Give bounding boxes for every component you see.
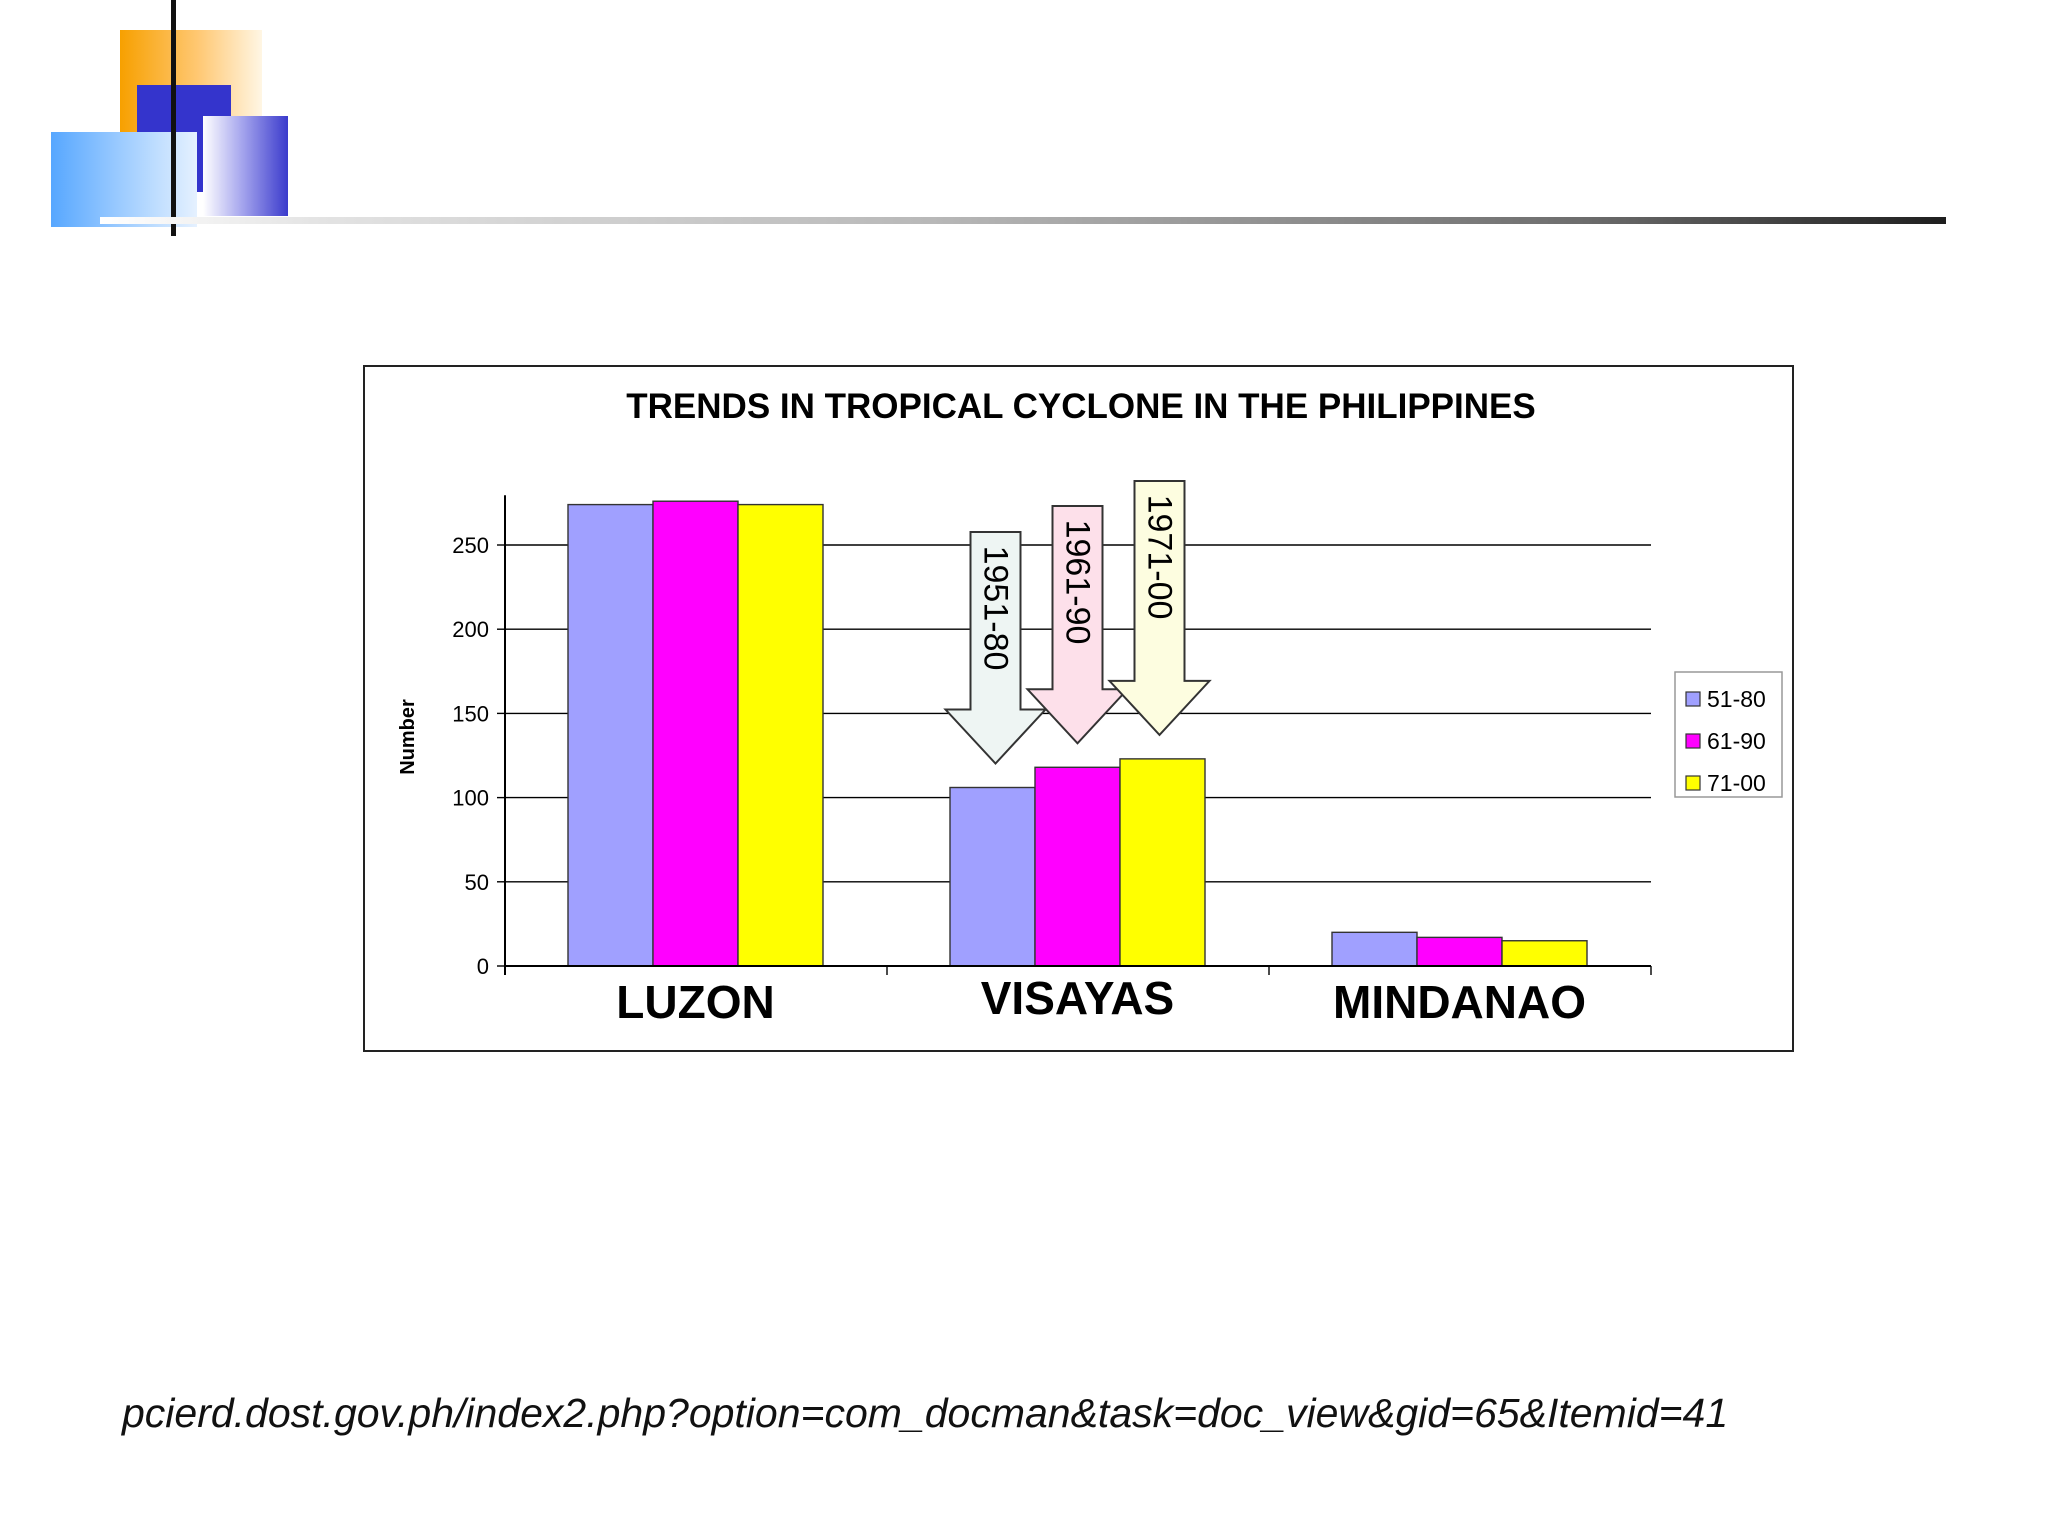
gradient-blue-square (203, 116, 288, 216)
bar (737, 503, 824, 967)
bar-chart: TRENDS IN TROPICAL CYCLONE IN THE PHILIP… (397, 387, 1783, 1028)
bar (1034, 766, 1121, 967)
legend-label: 61-90 (1707, 728, 1766, 754)
x-category-label: LUZON (616, 976, 774, 1028)
annotation-arrows: 1951-80 1961-90 1971-00 (943, 480, 1212, 765)
annotation-label: 1971-00 (1141, 495, 1179, 620)
annotation-arrow (1107, 480, 1212, 737)
y-tick-label: 0 (477, 954, 489, 979)
annotation-label: 1961-90 (1059, 520, 1097, 645)
bar (1501, 940, 1588, 967)
legend: 51-80 61-90 71-00 (1674, 671, 1783, 798)
chart-title: TRENDS IN TROPICAL CYCLONE IN THE PHILIP… (626, 387, 1535, 426)
slide-decoration (51, 0, 288, 236)
legend-label: 71-00 (1707, 770, 1766, 796)
y-tick-label: 100 (452, 786, 489, 811)
y-tick-label: 200 (452, 617, 489, 642)
bars (567, 500, 1588, 967)
header-rule (100, 217, 1946, 224)
bar (567, 503, 654, 967)
annotation-arrow (1025, 505, 1130, 745)
legend-swatch (1685, 733, 1701, 749)
legend-label: 51-80 (1707, 686, 1766, 712)
source-citation: pcierd.dost.gov.ph/index2.php?option=com… (122, 1390, 1729, 1436)
bar (1331, 931, 1418, 967)
bar (1416, 936, 1503, 967)
x-category-label: VISAYAS (981, 972, 1175, 1024)
vertical-bar (171, 0, 176, 236)
legend-swatch (1685, 775, 1701, 791)
annotation-arrow (943, 531, 1048, 765)
annotation-label: 1951-80 (977, 546, 1015, 671)
bar (652, 500, 739, 967)
chart-container: TRENDS IN TROPICAL CYCLONE IN THE PHILIP… (363, 365, 1794, 1052)
bar (1119, 758, 1206, 967)
legend-swatch (1685, 691, 1701, 707)
y-tick-label: 250 (452, 533, 489, 558)
x-category-label: MINDANAO (1333, 976, 1586, 1028)
y-axis-label: Number (397, 699, 419, 775)
y-tick-label: 50 (465, 870, 489, 895)
axes: 0 50 100 150 200 250 LUZON VISAYAS MINDANAO (452, 495, 1652, 1028)
y-tick-label: 150 (452, 701, 489, 726)
bar (949, 786, 1036, 967)
